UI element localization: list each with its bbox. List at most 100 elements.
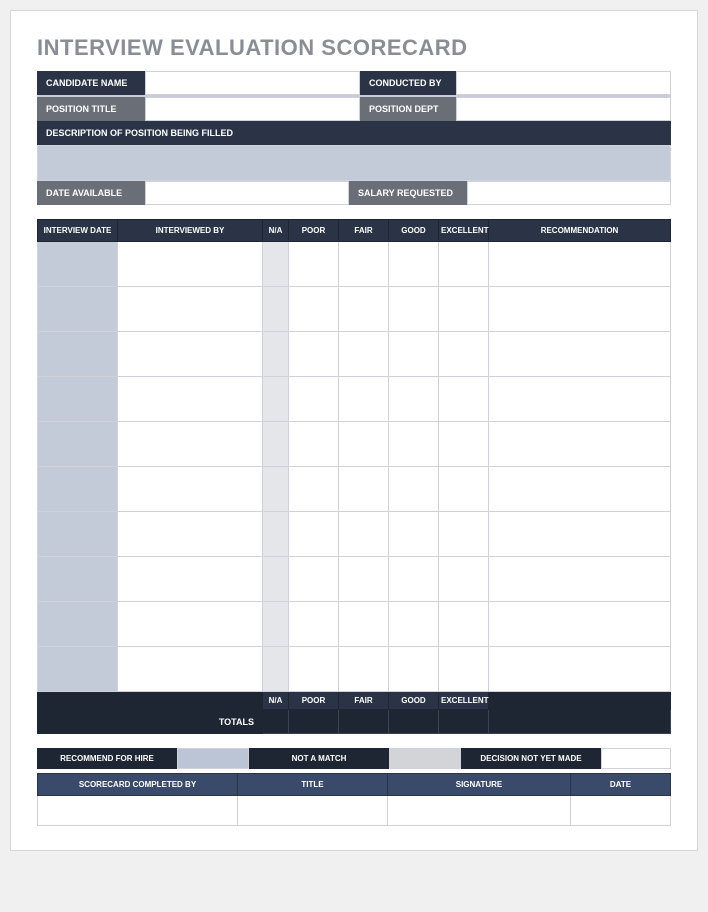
cell-poor[interactable]: [289, 647, 339, 692]
cell-recommendation[interactable]: [489, 287, 671, 332]
cell-interviewed-by[interactable]: [118, 287, 263, 332]
cell-interview-date[interactable]: [38, 467, 118, 512]
cell-interviewed-by[interactable]: [118, 512, 263, 557]
cell-good[interactable]: [389, 242, 439, 287]
cell-good[interactable]: [389, 602, 439, 647]
cell-na[interactable]: [263, 242, 289, 287]
cell-interviewed-by[interactable]: [118, 422, 263, 467]
cell-poor[interactable]: [289, 287, 339, 332]
ft-na: N/A: [263, 692, 289, 710]
cell-interviewed-by[interactable]: [118, 602, 263, 647]
cell-recommendation[interactable]: [489, 647, 671, 692]
cell-na[interactable]: [263, 377, 289, 422]
cell-na[interactable]: [263, 422, 289, 467]
cell-recommendation[interactable]: [489, 512, 671, 557]
cell-interview-date[interactable]: [38, 557, 118, 602]
cell-poor[interactable]: [289, 557, 339, 602]
cell-fair[interactable]: [339, 467, 389, 512]
table-totals-row: TOTALS: [38, 710, 671, 734]
cell-excellent[interactable]: [439, 332, 489, 377]
cell-interviewed-by[interactable]: [118, 377, 263, 422]
cell-recommendation[interactable]: [489, 602, 671, 647]
cell-fair[interactable]: [339, 242, 389, 287]
cell-good[interactable]: [389, 287, 439, 332]
cell-na[interactable]: [263, 557, 289, 602]
cell-recommendation[interactable]: [489, 377, 671, 422]
cell-excellent[interactable]: [439, 647, 489, 692]
input-signoff-date[interactable]: [571, 796, 671, 826]
label-position-title: POSITION TITLE: [37, 97, 145, 121]
cell-good[interactable]: [389, 647, 439, 692]
input-description[interactable]: [37, 145, 671, 181]
cell-fair[interactable]: [339, 512, 389, 557]
cell-interviewed-by[interactable]: [118, 242, 263, 287]
input-candidate-name[interactable]: [145, 71, 360, 95]
checkbox-not-match[interactable]: [389, 748, 461, 769]
th-interviewed-by: INTERVIEWED BY: [118, 220, 263, 242]
checkbox-recommend[interactable]: [177, 748, 249, 769]
cell-interviewed-by[interactable]: [118, 332, 263, 377]
cell-fair[interactable]: [339, 422, 389, 467]
cell-poor[interactable]: [289, 422, 339, 467]
th-interview-date: INTERVIEW DATE: [38, 220, 118, 242]
cell-recommendation[interactable]: [489, 242, 671, 287]
cell-poor[interactable]: [289, 602, 339, 647]
input-conducted-by[interactable]: [456, 71, 671, 95]
cell-fair[interactable]: [339, 287, 389, 332]
cell-poor[interactable]: [289, 467, 339, 512]
cell-recommendation[interactable]: [489, 422, 671, 467]
cell-good[interactable]: [389, 467, 439, 512]
input-date-available[interactable]: [145, 181, 349, 205]
cell-poor[interactable]: [289, 332, 339, 377]
input-position-dept[interactable]: [456, 97, 671, 121]
cell-fair[interactable]: [339, 377, 389, 422]
cell-fair[interactable]: [339, 332, 389, 377]
table-row: [38, 422, 671, 467]
cell-interview-date[interactable]: [38, 512, 118, 557]
cell-interview-date[interactable]: [38, 242, 118, 287]
cell-recommendation[interactable]: [489, 467, 671, 512]
cell-interview-date[interactable]: [38, 647, 118, 692]
cell-fair[interactable]: [339, 647, 389, 692]
input-salary-requested[interactable]: [467, 181, 671, 205]
input-signoff-title[interactable]: [238, 796, 388, 826]
cell-fair[interactable]: [339, 602, 389, 647]
cell-excellent[interactable]: [439, 377, 489, 422]
cell-poor[interactable]: [289, 512, 339, 557]
cell-na[interactable]: [263, 512, 289, 557]
cell-interviewed-by[interactable]: [118, 557, 263, 602]
cell-interview-date[interactable]: [38, 332, 118, 377]
cell-na[interactable]: [263, 332, 289, 377]
checkbox-not-yet[interactable]: [601, 748, 671, 769]
cell-good[interactable]: [389, 377, 439, 422]
input-signature[interactable]: [388, 796, 571, 826]
cell-good[interactable]: [389, 557, 439, 602]
cell-interview-date[interactable]: [38, 287, 118, 332]
cell-excellent[interactable]: [439, 602, 489, 647]
cell-excellent[interactable]: [439, 422, 489, 467]
cell-na[interactable]: [263, 287, 289, 332]
cell-recommendation[interactable]: [489, 557, 671, 602]
cell-na[interactable]: [263, 467, 289, 512]
cell-excellent[interactable]: [439, 467, 489, 512]
cell-interviewed-by[interactable]: [118, 647, 263, 692]
cell-interview-date[interactable]: [38, 377, 118, 422]
cell-fair[interactable]: [339, 557, 389, 602]
input-completed-by[interactable]: [38, 796, 238, 826]
cell-na[interactable]: [263, 647, 289, 692]
cell-good[interactable]: [389, 332, 439, 377]
cell-excellent[interactable]: [439, 557, 489, 602]
input-position-title[interactable]: [145, 97, 360, 121]
cell-na[interactable]: [263, 602, 289, 647]
cell-good[interactable]: [389, 512, 439, 557]
cell-poor[interactable]: [289, 242, 339, 287]
cell-excellent[interactable]: [439, 287, 489, 332]
cell-excellent[interactable]: [439, 512, 489, 557]
cell-recommendation[interactable]: [489, 332, 671, 377]
cell-poor[interactable]: [289, 377, 339, 422]
cell-excellent[interactable]: [439, 242, 489, 287]
cell-interview-date[interactable]: [38, 422, 118, 467]
cell-good[interactable]: [389, 422, 439, 467]
cell-interviewed-by[interactable]: [118, 467, 263, 512]
cell-interview-date[interactable]: [38, 602, 118, 647]
